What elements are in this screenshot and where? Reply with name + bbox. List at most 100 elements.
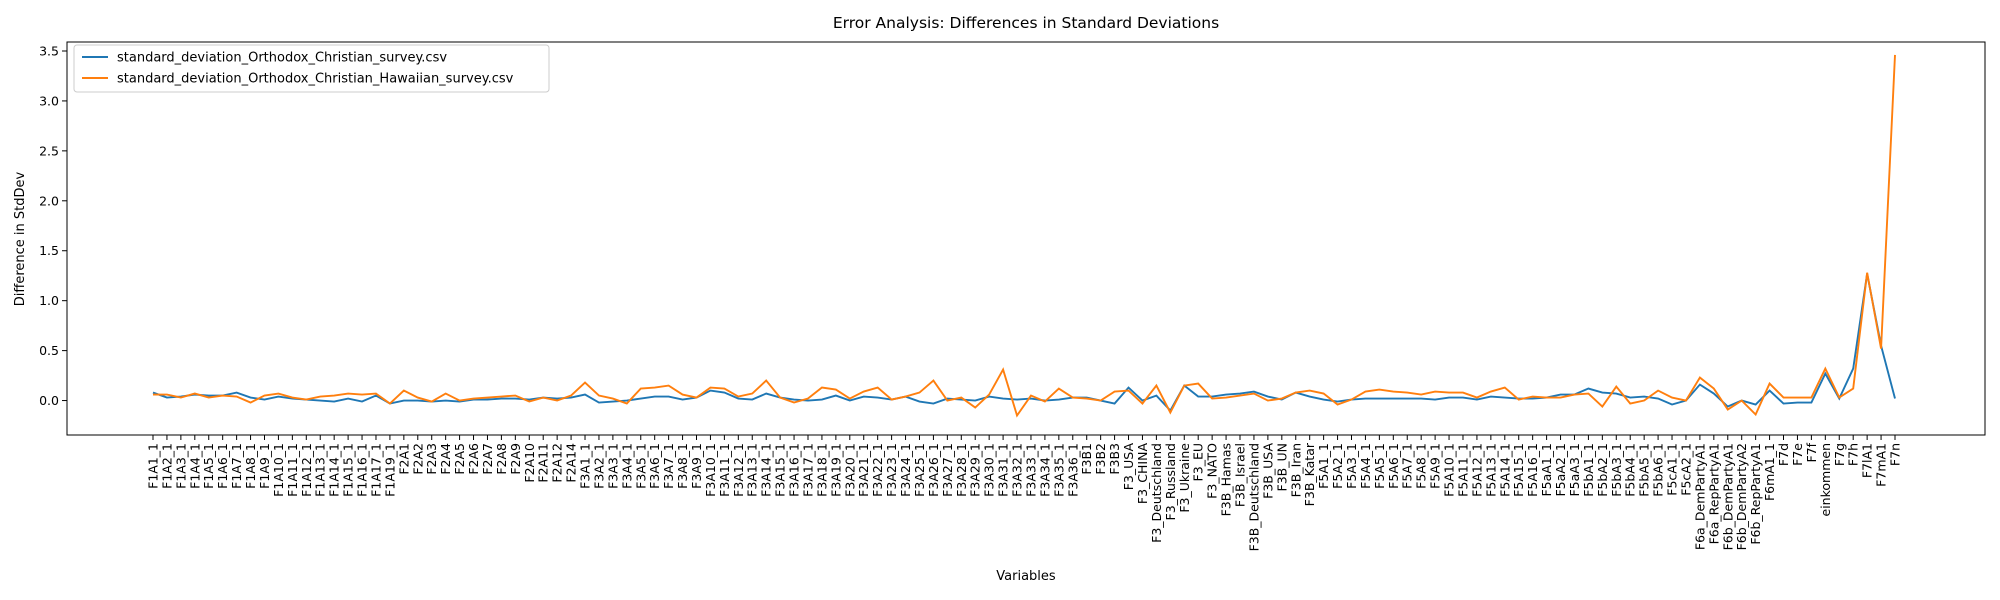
x-tick-label: F3A30_1 bbox=[982, 443, 997, 497]
x-tick-label: F5A7_1 bbox=[1400, 443, 1415, 489]
x-tick-label: F5bA4_1 bbox=[1623, 443, 1638, 497]
x-tick-label: F2A4 bbox=[438, 443, 453, 475]
x-tick-label: F3_EU bbox=[1191, 443, 1206, 481]
x-tick-label: F3B2 bbox=[1093, 443, 1108, 475]
x-tick-label: F5bA6_1 bbox=[1651, 443, 1666, 497]
x-tick-label: F3A6_1 bbox=[647, 443, 662, 489]
x-tick-label: F3A4_1 bbox=[619, 443, 634, 489]
x-tick-label: F2A1 bbox=[396, 443, 411, 475]
x-tick-label: F3A14_1 bbox=[759, 443, 774, 497]
x-tick-label: F3A2_1 bbox=[591, 443, 606, 489]
x-tick-label: F3A3_1 bbox=[605, 443, 620, 489]
x-tick-label: F2A12 bbox=[550, 443, 565, 483]
x-tick-label: F2A14 bbox=[564, 443, 579, 483]
x-tick-label: F2A10 bbox=[522, 443, 537, 483]
x-tick-label: F5A16_1 bbox=[1525, 443, 1540, 497]
y-tick-label: 2.0 bbox=[39, 193, 59, 208]
x-tick-label: F2A2 bbox=[410, 443, 425, 475]
legend: standard_deviation_Orthodox_Christian_su… bbox=[73, 44, 550, 93]
x-tick-label: F3A17_1 bbox=[800, 443, 815, 497]
x-tick-label: F3A34_1 bbox=[1037, 443, 1052, 497]
legend-box bbox=[73, 44, 550, 93]
x-tick-label: F3A33_1 bbox=[1023, 443, 1038, 497]
x-tick-label: F3A1_1 bbox=[578, 443, 593, 489]
x-tick-label: F3A15_1 bbox=[773, 443, 788, 497]
x-tick-label: F5bA3_1 bbox=[1609, 443, 1624, 497]
y-tick-label: 3.0 bbox=[39, 93, 59, 108]
x-tick-label: F1A7_1 bbox=[229, 443, 244, 489]
x-tick-label: F3A26_1 bbox=[926, 443, 941, 497]
x-tick-label: F3A31_1 bbox=[996, 443, 1011, 497]
x-tick-label: F1A8_1 bbox=[243, 443, 258, 489]
x-tick-label: F3_Russland bbox=[1163, 443, 1178, 520]
plot-frame bbox=[66, 41, 1986, 436]
x-tick-label: F5aA1_1 bbox=[1539, 443, 1554, 497]
x-tick-label: F1A14_1 bbox=[327, 443, 342, 497]
x-tick-label: F3B_Iran bbox=[1288, 443, 1303, 497]
x-tick-label: F3A18_1 bbox=[814, 443, 829, 497]
x-tick-label: F3A20_1 bbox=[842, 443, 857, 497]
x-tick-label: F5A6_1 bbox=[1386, 443, 1401, 489]
x-tick-label: F7f bbox=[1804, 442, 1819, 462]
x-tick-label: F3A35_1 bbox=[1051, 443, 1066, 497]
x-tick-label: einkommen bbox=[1818, 443, 1833, 517]
x-tick-label: F6mA1_1 bbox=[1762, 443, 1777, 501]
x-tick-label: F5cA2_1 bbox=[1678, 443, 1693, 496]
x-tick-label: F1A2_1 bbox=[159, 443, 174, 489]
y-tick-label: 0.5 bbox=[39, 343, 59, 358]
x-tick-label: F5A15_1 bbox=[1511, 443, 1526, 497]
x-tick-label: F3A29_1 bbox=[968, 443, 983, 497]
x-tick-label: F3B_Hamas bbox=[1219, 443, 1234, 516]
x-tick-label: F6a_RepPartyA1 bbox=[1706, 443, 1721, 544]
x-tick-label: F5A4_1 bbox=[1358, 443, 1373, 489]
x-tick-label: F5A11_1 bbox=[1455, 443, 1470, 497]
x-tick-label: F3A12_1 bbox=[731, 443, 746, 497]
x-tick-label: F3A23_1 bbox=[884, 443, 899, 497]
x-tick-label: F3A21_1 bbox=[856, 443, 871, 497]
x-tick-label: F3A13_1 bbox=[745, 443, 760, 497]
x-tick-label: F1A10_1 bbox=[271, 443, 286, 497]
x-tick-label: F5A12_1 bbox=[1469, 443, 1484, 497]
x-tick-label: F3_NATO bbox=[1205, 443, 1220, 499]
x-tick-label: F7h bbox=[1846, 443, 1861, 466]
x-tick-label: F2A5 bbox=[452, 443, 467, 475]
x-tick-label: F3A8_1 bbox=[675, 443, 690, 489]
x-tick-label: F1A11_1 bbox=[285, 443, 300, 497]
x-tick-label: F1A16_1 bbox=[355, 443, 370, 497]
x-tick-label: F3A32_1 bbox=[1010, 443, 1025, 497]
x-tick-label: F2A7 bbox=[480, 443, 495, 475]
chart-title: Error Analysis: Differences in Standard … bbox=[833, 14, 1219, 32]
x-tick-label: F5A13_1 bbox=[1483, 443, 1498, 497]
x-tick-label: F1A4_1 bbox=[187, 443, 202, 489]
x-tick-label: F3A24_1 bbox=[898, 443, 913, 497]
x-tick-label: F5A3_1 bbox=[1344, 443, 1359, 489]
x-tick-label: F3A10_1 bbox=[703, 443, 718, 497]
x-tick-label: F1A5_1 bbox=[201, 443, 216, 489]
x-tick-label: F1A17_1 bbox=[368, 443, 383, 497]
x-tick-label: F3_USA bbox=[1121, 443, 1136, 491]
x-tick-label: F5aA3_1 bbox=[1567, 443, 1582, 497]
x-tick-label: F2A6 bbox=[466, 443, 481, 475]
x-tick-label: F7mA1 bbox=[1874, 443, 1889, 487]
x-tick-label: F6b_DemPartyA1 bbox=[1720, 443, 1735, 550]
x-tick-label: F7lA1 bbox=[1860, 443, 1875, 478]
legend-label: standard_deviation_Orthodox_Christian_su… bbox=[117, 51, 447, 66]
x-tick-label: F1A19_1 bbox=[382, 443, 397, 497]
y-tick-label: 0.0 bbox=[39, 393, 59, 408]
y-tick-label: 2.5 bbox=[39, 143, 59, 158]
x-tick-label: F5bA1_1 bbox=[1581, 443, 1596, 497]
x-tick-label: F6b_DemPartyA2 bbox=[1734, 443, 1749, 550]
x-tick-label: F1A6_1 bbox=[215, 443, 230, 489]
x-tick-label: F5A9_1 bbox=[1428, 443, 1443, 489]
x-tick-label: F5bA5_1 bbox=[1637, 443, 1652, 497]
x-tick-label: F5aA2_1 bbox=[1553, 443, 1568, 497]
x-tick-label: F1A13_1 bbox=[313, 443, 328, 497]
x-tick-label: F3A5_1 bbox=[633, 443, 648, 489]
x-tick-label: F3A36_1 bbox=[1065, 443, 1080, 497]
x-tick-label: F5bA2_1 bbox=[1595, 443, 1610, 497]
x-tick-label: F3_CHINA bbox=[1135, 443, 1150, 505]
x-tick-label: F2A11 bbox=[536, 443, 551, 483]
x-tick-label: F2A9 bbox=[508, 443, 523, 475]
x-tick-label: F3A16_1 bbox=[787, 443, 802, 497]
